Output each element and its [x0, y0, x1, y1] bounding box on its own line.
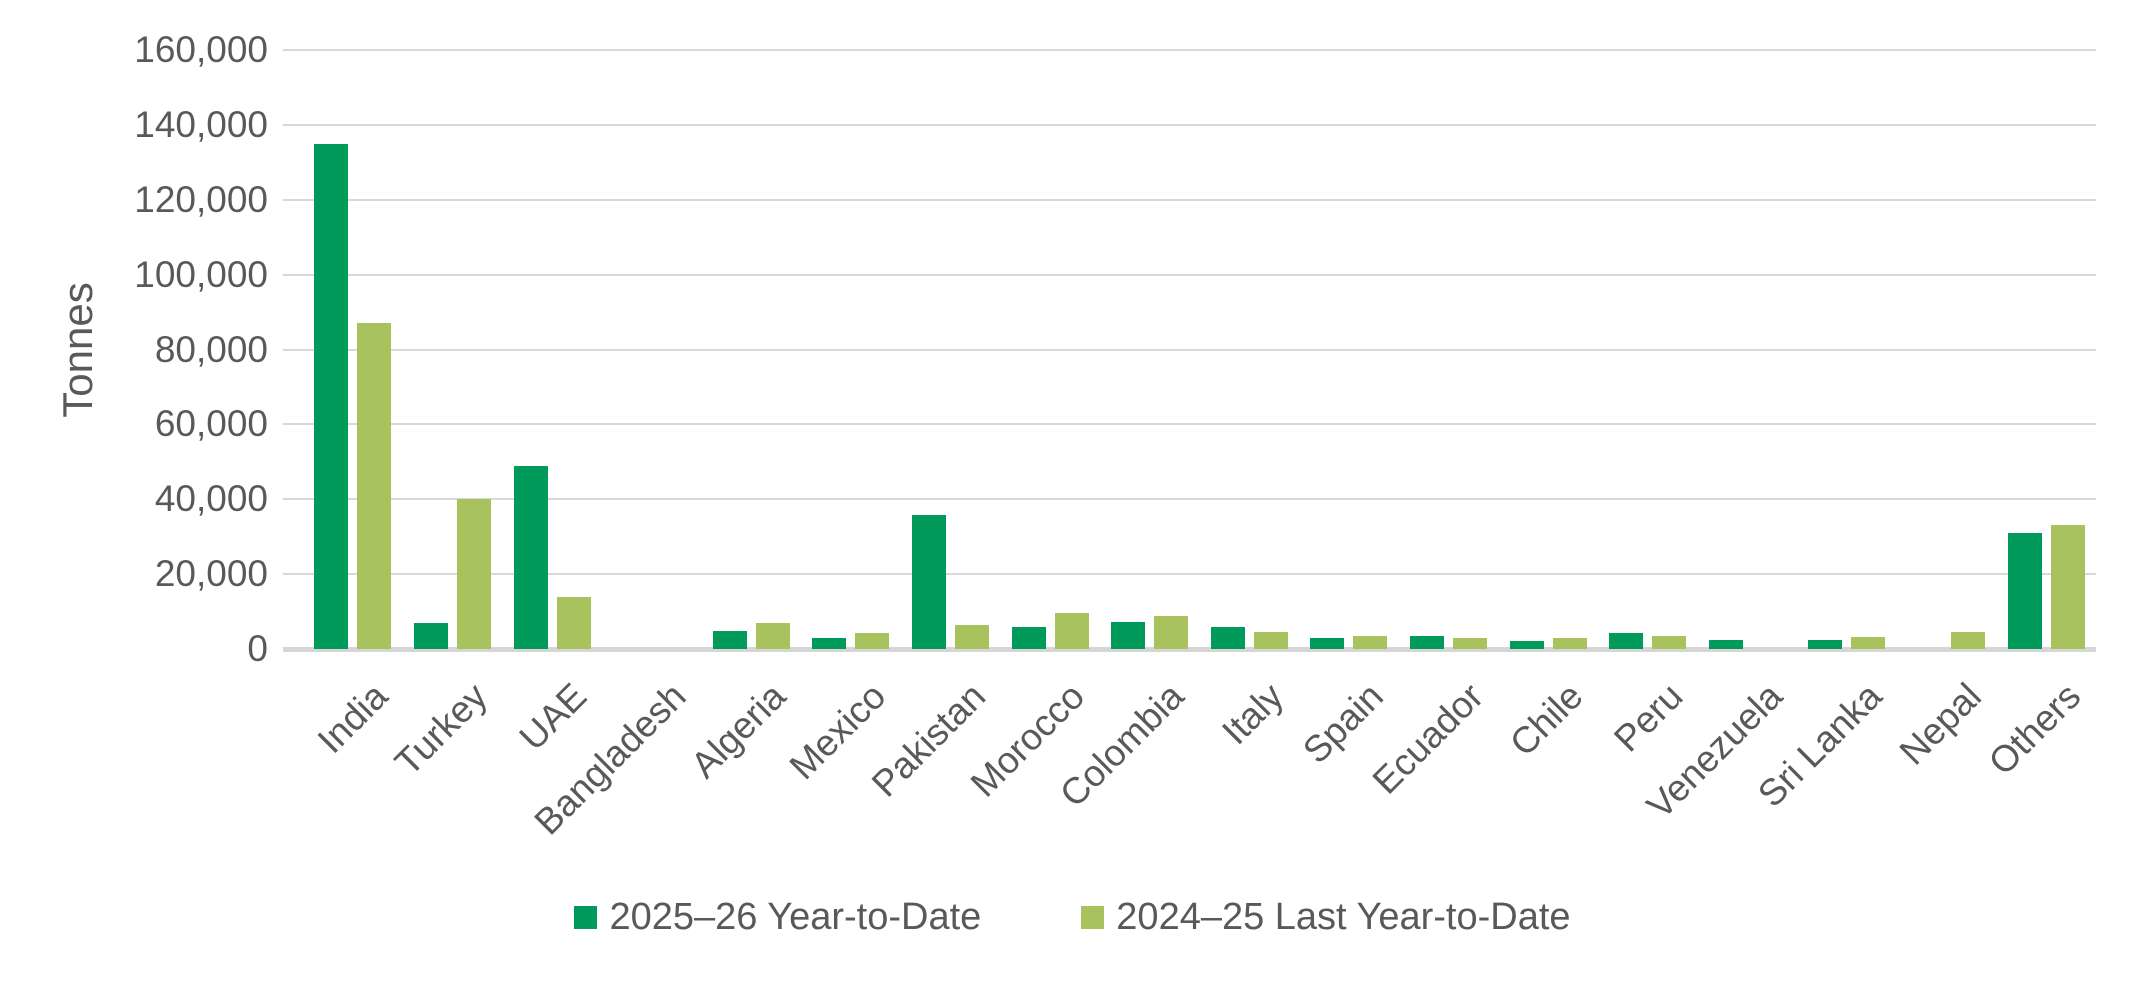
bar-turkey-series-1 — [457, 499, 491, 649]
bar-algeria-series-1 — [756, 622, 790, 649]
legend-label: 2025–26 Year-to-Date — [609, 896, 982, 938]
y-tick-label: 60,000 — [154, 403, 268, 445]
x-tick-label: Spain — [1295, 675, 1392, 772]
gridline — [283, 348, 2096, 351]
bar-morocco-series-0 — [1012, 626, 1046, 649]
x-tick-label: Others — [1980, 675, 2089, 783]
x-tick-label: Turkey — [386, 675, 495, 784]
legend-item-series-1: 2024–25 Last Year-to-Date — [1081, 896, 1571, 939]
x-tick-label: Peru — [1605, 675, 1691, 760]
x-tick-label: Italy — [1214, 675, 1292, 753]
legend-swatch-icon — [1081, 906, 1105, 929]
x-tick-label: Ecuador — [1364, 675, 1491, 802]
gridline — [283, 273, 2096, 276]
y-tick-label: 100,000 — [134, 253, 268, 295]
bar-spain-series-1 — [1353, 635, 1387, 649]
bar-peru-series-0 — [1609, 633, 1643, 649]
bar-chile-series-1 — [1553, 638, 1587, 649]
bar-sri-lanka-series-1 — [1851, 637, 1885, 649]
x-tick-label: Sri Lanka — [1749, 675, 1890, 815]
gridline — [283, 123, 2096, 126]
x-tick-label: Pakistan — [863, 675, 993, 805]
legend-swatch-icon — [574, 906, 598, 929]
bar-sri-lanka-series-0 — [1808, 640, 1842, 649]
bar-venezuela-series-0 — [1709, 640, 1743, 649]
y-tick-label: 140,000 — [134, 103, 268, 145]
gridline — [283, 49, 2096, 51]
gridline — [283, 423, 2096, 426]
bar-pakistan-series-0 — [912, 514, 946, 649]
x-tick-label: India — [309, 675, 396, 762]
bar-others-series-0 — [2008, 532, 2042, 649]
bar-pakistan-series-1 — [955, 624, 989, 649]
x-tick-label: Bangladesh — [526, 675, 694, 843]
x-tick-label: Morocco — [963, 675, 1093, 805]
bar-india-series-1 — [357, 323, 391, 649]
bar-algeria-series-0 — [713, 630, 747, 649]
y-tick-label: 160,000 — [134, 29, 268, 70]
bar-ecuador-series-0 — [1410, 635, 1444, 649]
bar-nepal-series-1 — [1951, 632, 1985, 649]
legend-item-series-0: 2025–26 Year-to-Date — [574, 896, 981, 939]
x-tick-label: Venezuela — [1638, 675, 1790, 827]
x-tick-label: Nepal — [1891, 675, 1989, 773]
legend: 2025–26 Year-to-Date 2024–25 Last Year-to… — [0, 896, 2145, 939]
y-tick-label: 0 — [247, 628, 268, 669]
y-tick-label: 20,000 — [154, 553, 268, 595]
legend-label: 2024–25 Last Year-to-Date — [1116, 896, 1571, 938]
bar-italy-series-0 — [1211, 627, 1245, 649]
bar-morocco-series-1 — [1055, 613, 1089, 649]
x-axis-line — [283, 647, 2096, 652]
bar-colombia-series-0 — [1111, 621, 1145, 649]
bar-others-series-1 — [2051, 525, 2085, 649]
bar-mexico-series-1 — [855, 632, 889, 649]
x-tick-label: Colombia — [1052, 675, 1192, 815]
bar-ecuador-series-1 — [1453, 638, 1487, 649]
bar-colombia-series-1 — [1154, 616, 1188, 649]
bar-chile-series-0 — [1510, 640, 1544, 649]
bar-india-series-0 — [314, 143, 348, 649]
y-tick-label: 40,000 — [154, 478, 268, 520]
bar-italy-series-1 — [1254, 632, 1288, 649]
y-tick-label: 120,000 — [134, 178, 268, 220]
gridline — [283, 573, 2096, 576]
x-tick-label: Chile — [1501, 675, 1591, 764]
x-tick-label: Algeria — [683, 675, 794, 786]
gridline — [283, 198, 2096, 201]
x-tick-label: Mexico — [781, 675, 894, 788]
bar-mexico-series-0 — [812, 638, 846, 649]
bar-turkey-series-0 — [414, 622, 448, 649]
y-axis-title: Tonnes — [54, 282, 101, 418]
bar-spain-series-0 — [1310, 637, 1344, 649]
bar-uae-series-0 — [514, 465, 548, 649]
bar-uae-series-1 — [557, 597, 591, 649]
bar-peru-series-1 — [1652, 636, 1686, 649]
y-tick-label: 80,000 — [154, 328, 268, 370]
x-tick-label: UAE — [511, 675, 595, 759]
gridline — [283, 498, 2096, 501]
